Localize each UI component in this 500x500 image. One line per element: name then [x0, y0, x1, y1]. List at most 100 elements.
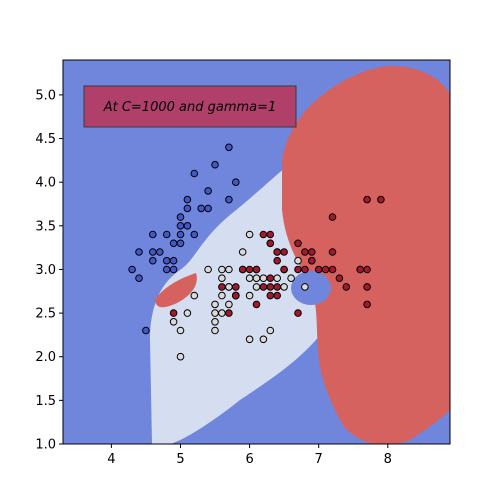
scatter-point-class-2: [363, 265, 371, 274]
scatter-point-class-2: [280, 265, 288, 274]
annotation-box: [83, 85, 297, 128]
y-tick-label: 5.0: [35, 88, 56, 103]
y-tick-label: 3.0: [35, 263, 56, 278]
scatter-point-class-2: [218, 283, 226, 291]
scatter-point-class-0: [156, 248, 164, 256]
y-tick-label: 4.0: [35, 176, 56, 191]
scatter-point-class-1: [225, 265, 233, 274]
scatter-point-class-2: [245, 265, 254, 274]
scatter-point-class-1: [211, 318, 219, 326]
scatter-point-class-1: [273, 274, 282, 283]
scatter-point-class-1: [211, 326, 219, 335]
scatter-point-class-2: [377, 195, 385, 204]
scatter-point-class-1: [245, 230, 254, 239]
scatter-point-class-2: [342, 283, 351, 291]
scatter-point-class-0: [169, 256, 178, 265]
scatter-point-class-1: [218, 309, 226, 317]
scatter-point-class-2: [232, 291, 240, 300]
scatter-point-class-0: [211, 160, 219, 169]
scatter-point-class-1: [211, 300, 219, 309]
scatter-point-class-2: [363, 283, 371, 291]
scatter-point-class-0: [190, 230, 199, 239]
scatter-point-class-1: [169, 318, 178, 326]
scatter-point-class-2: [363, 195, 371, 204]
scatter-point-class-0: [128, 265, 136, 274]
plot-frame: [62, 59, 451, 445]
scatter-point-class-0: [135, 248, 143, 256]
scatter-point-class-2: [308, 248, 316, 256]
scatter-point-class-2: [273, 248, 282, 256]
scatter-point-class-2: [266, 283, 275, 291]
scatter-point-class-2: [238, 265, 247, 274]
x-tick-label: 5: [176, 452, 184, 467]
scatter-point-class-0: [183, 195, 192, 204]
x-tick-label: 4: [107, 452, 115, 467]
scatter-point-class-1: [218, 274, 226, 283]
scatter-point-class-1: [259, 335, 268, 344]
annotation: At C=1000 and gamma=1: [83, 85, 297, 128]
scatter-point-class-2: [314, 265, 323, 274]
scatter-point-class-1: [252, 283, 261, 291]
scatter-point-class-2: [335, 274, 344, 283]
scatter-point-class-1: [225, 283, 233, 291]
scatter-point-class-0: [232, 178, 240, 186]
scatter-point-class-2: [266, 291, 275, 300]
x-tick-label: 6: [245, 452, 253, 467]
scatter-point-class-2: [328, 265, 337, 274]
scatter-point-class-1: [183, 309, 192, 317]
x-tick-label: 8: [384, 452, 392, 467]
scatter-point-class-0: [169, 265, 178, 274]
scatter-point-class-0: [149, 230, 157, 239]
class-2-island-region: [155, 273, 197, 308]
scatter-point-class-2: [266, 230, 275, 239]
scatter-point-class-1: [218, 291, 226, 300]
scatter-point-class-0: [197, 204, 205, 213]
scatter-point-class-0: [142, 326, 150, 335]
scatter-point-class-0: [169, 239, 178, 248]
scatter-point-class-0: [162, 230, 171, 239]
scatter-point-class-1: [266, 326, 275, 335]
scatter-point-class-0: [183, 222, 192, 230]
class-1-region: [150, 168, 325, 444]
scatter-point-class-0: [176, 239, 185, 248]
scatter-point-class-2: [280, 248, 288, 256]
scatter-point-class-1: [287, 274, 295, 283]
scatter-point-class-0: [176, 222, 185, 230]
scatter-point-class-1: [211, 309, 219, 317]
scatter-point-class-1: [176, 326, 185, 335]
scatter-point-class-0: [162, 256, 171, 265]
scatter-point-class-0: [135, 274, 143, 283]
y-tick-label: 1.0: [35, 438, 56, 453]
scatter-point-class-1: [245, 291, 254, 300]
class-2-region: [282, 65, 450, 444]
scatter-point-class-2: [363, 300, 371, 309]
scatter-point-class-2: [259, 230, 268, 239]
scatter-point-class-2: [273, 283, 282, 291]
scatter-point-class-0: [204, 204, 212, 213]
scatter-point-class-2: [294, 309, 302, 317]
scatter-point-class-0: [162, 265, 171, 274]
scatter-point-class-2: [252, 300, 261, 309]
scatter-point-class-1: [245, 274, 254, 283]
scatter-point-class-2: [308, 256, 316, 265]
scatter-point-class-2: [232, 283, 240, 291]
y-tick-label: 1.5: [35, 394, 56, 409]
scatter-point-class-0: [176, 230, 185, 239]
x-tick-label: 7: [315, 452, 323, 467]
scatter-point-class-1: [176, 352, 185, 361]
y-axis: 1.0 1.5 2.0 2.5 3.0 3.5 4.0 4.5 5.0: [35, 88, 63, 453]
scatter-point-class-0: [183, 204, 192, 213]
scatter-point-class-2: [294, 265, 302, 274]
y-tick-label: 3.5: [35, 219, 56, 234]
scatter-point-class-2: [301, 248, 309, 256]
scatter-point-class-2: [273, 256, 282, 265]
scatter-point-class-2: [252, 265, 261, 274]
scatter-point-class-1: [190, 291, 199, 300]
scatter-point-class-1: [301, 283, 309, 291]
class-0-hole-region: [291, 271, 331, 305]
scatter-point-class-2: [266, 239, 275, 248]
scatter-point-class-2: [301, 265, 309, 274]
scatter-points: [128, 143, 385, 361]
scatter-point-class-0: [149, 248, 157, 256]
